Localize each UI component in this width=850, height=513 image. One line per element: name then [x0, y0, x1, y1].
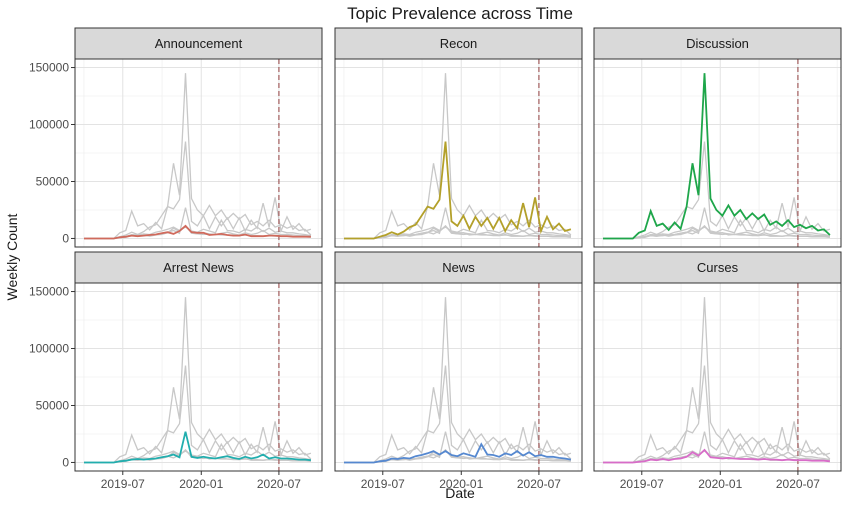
facet-strip-label: Discussion	[686, 36, 749, 51]
y-tick-label: 50000	[36, 174, 70, 188]
x-tick-label: 2020-07	[257, 477, 301, 491]
facet-discussion: Discussion	[593, 27, 842, 248]
x-tick-label: 2019-07	[101, 477, 145, 491]
facet-strip-label: Curses	[697, 260, 739, 275]
x-axis-title: Date	[445, 485, 475, 501]
series-line	[84, 224, 311, 240]
background-series-line	[84, 73, 312, 240]
facet-strip	[334, 251, 583, 284]
facet-panels: Announcement 0 50000 100000 150000 Recon Discu…	[29, 27, 842, 491]
chart-title: Topic Prevalence across Time	[347, 4, 573, 23]
facet-strip-label: Arrest News	[163, 260, 234, 275]
facet-recon: Recon	[334, 27, 583, 248]
panel-border	[74, 58, 323, 248]
x-tick-label: 2020-07	[776, 477, 820, 491]
panel-border	[74, 282, 323, 472]
facet-strip	[593, 251, 842, 284]
x-tick-label: 2019-07	[620, 477, 664, 491]
x-tick-label: 2019-07	[361, 477, 405, 491]
series-line	[84, 431, 311, 464]
background-series-line	[344, 73, 572, 240]
x-tick-label: 2020-01	[439, 477, 483, 491]
facet-strip-label: Recon	[440, 36, 478, 51]
panel-border	[593, 58, 842, 248]
facet-announcement: Announcement 0 50000 100000 150000	[29, 27, 323, 248]
y-tick-label: 0	[62, 231, 69, 245]
y-tick-label: 100000	[29, 342, 69, 356]
facet-curses: Curses 2019-07 2020-01 2020-07	[593, 251, 842, 491]
series-line	[603, 73, 831, 240]
series-line	[603, 448, 830, 464]
background-series-line	[344, 365, 572, 464]
background-series-line	[603, 365, 831, 464]
series-line	[344, 141, 572, 240]
facet-strip-label: Announcement	[155, 36, 243, 51]
x-tick-label: 2020-01	[698, 477, 742, 491]
facet-news: News 2019-07 2020-01 2020-07	[334, 251, 583, 491]
y-axis-title: Weekly Count	[4, 213, 20, 300]
panel-border	[334, 58, 583, 248]
background-series-line	[603, 297, 831, 464]
facet-strip-label: News	[442, 260, 475, 275]
y-tick-label: 150000	[29, 61, 69, 75]
panel-border	[593, 282, 842, 472]
background-series-line	[344, 224, 571, 240]
background-series-line	[84, 297, 312, 464]
facet-arrest-news: Arrest News 0 50000 100000 150000 2019-07 2020…	[29, 251, 323, 491]
x-tick-label: 2020-01	[179, 477, 223, 491]
facet-strip	[593, 27, 842, 60]
y-tick-label: 50000	[36, 398, 70, 412]
facet-strip	[74, 27, 323, 60]
facet-strip	[74, 251, 323, 284]
y-tick-label: 150000	[29, 285, 69, 299]
background-series-line	[603, 224, 830, 240]
x-tick-label: 2020-07	[517, 477, 561, 491]
series-line	[344, 442, 572, 464]
panel-border	[334, 282, 583, 472]
background-series-line	[84, 365, 312, 464]
y-tick-label: 100000	[29, 118, 69, 132]
background-series-line	[84, 141, 312, 240]
background-series-line	[344, 297, 572, 464]
y-tick-label: 0	[62, 455, 69, 469]
background-series-line	[603, 141, 831, 240]
